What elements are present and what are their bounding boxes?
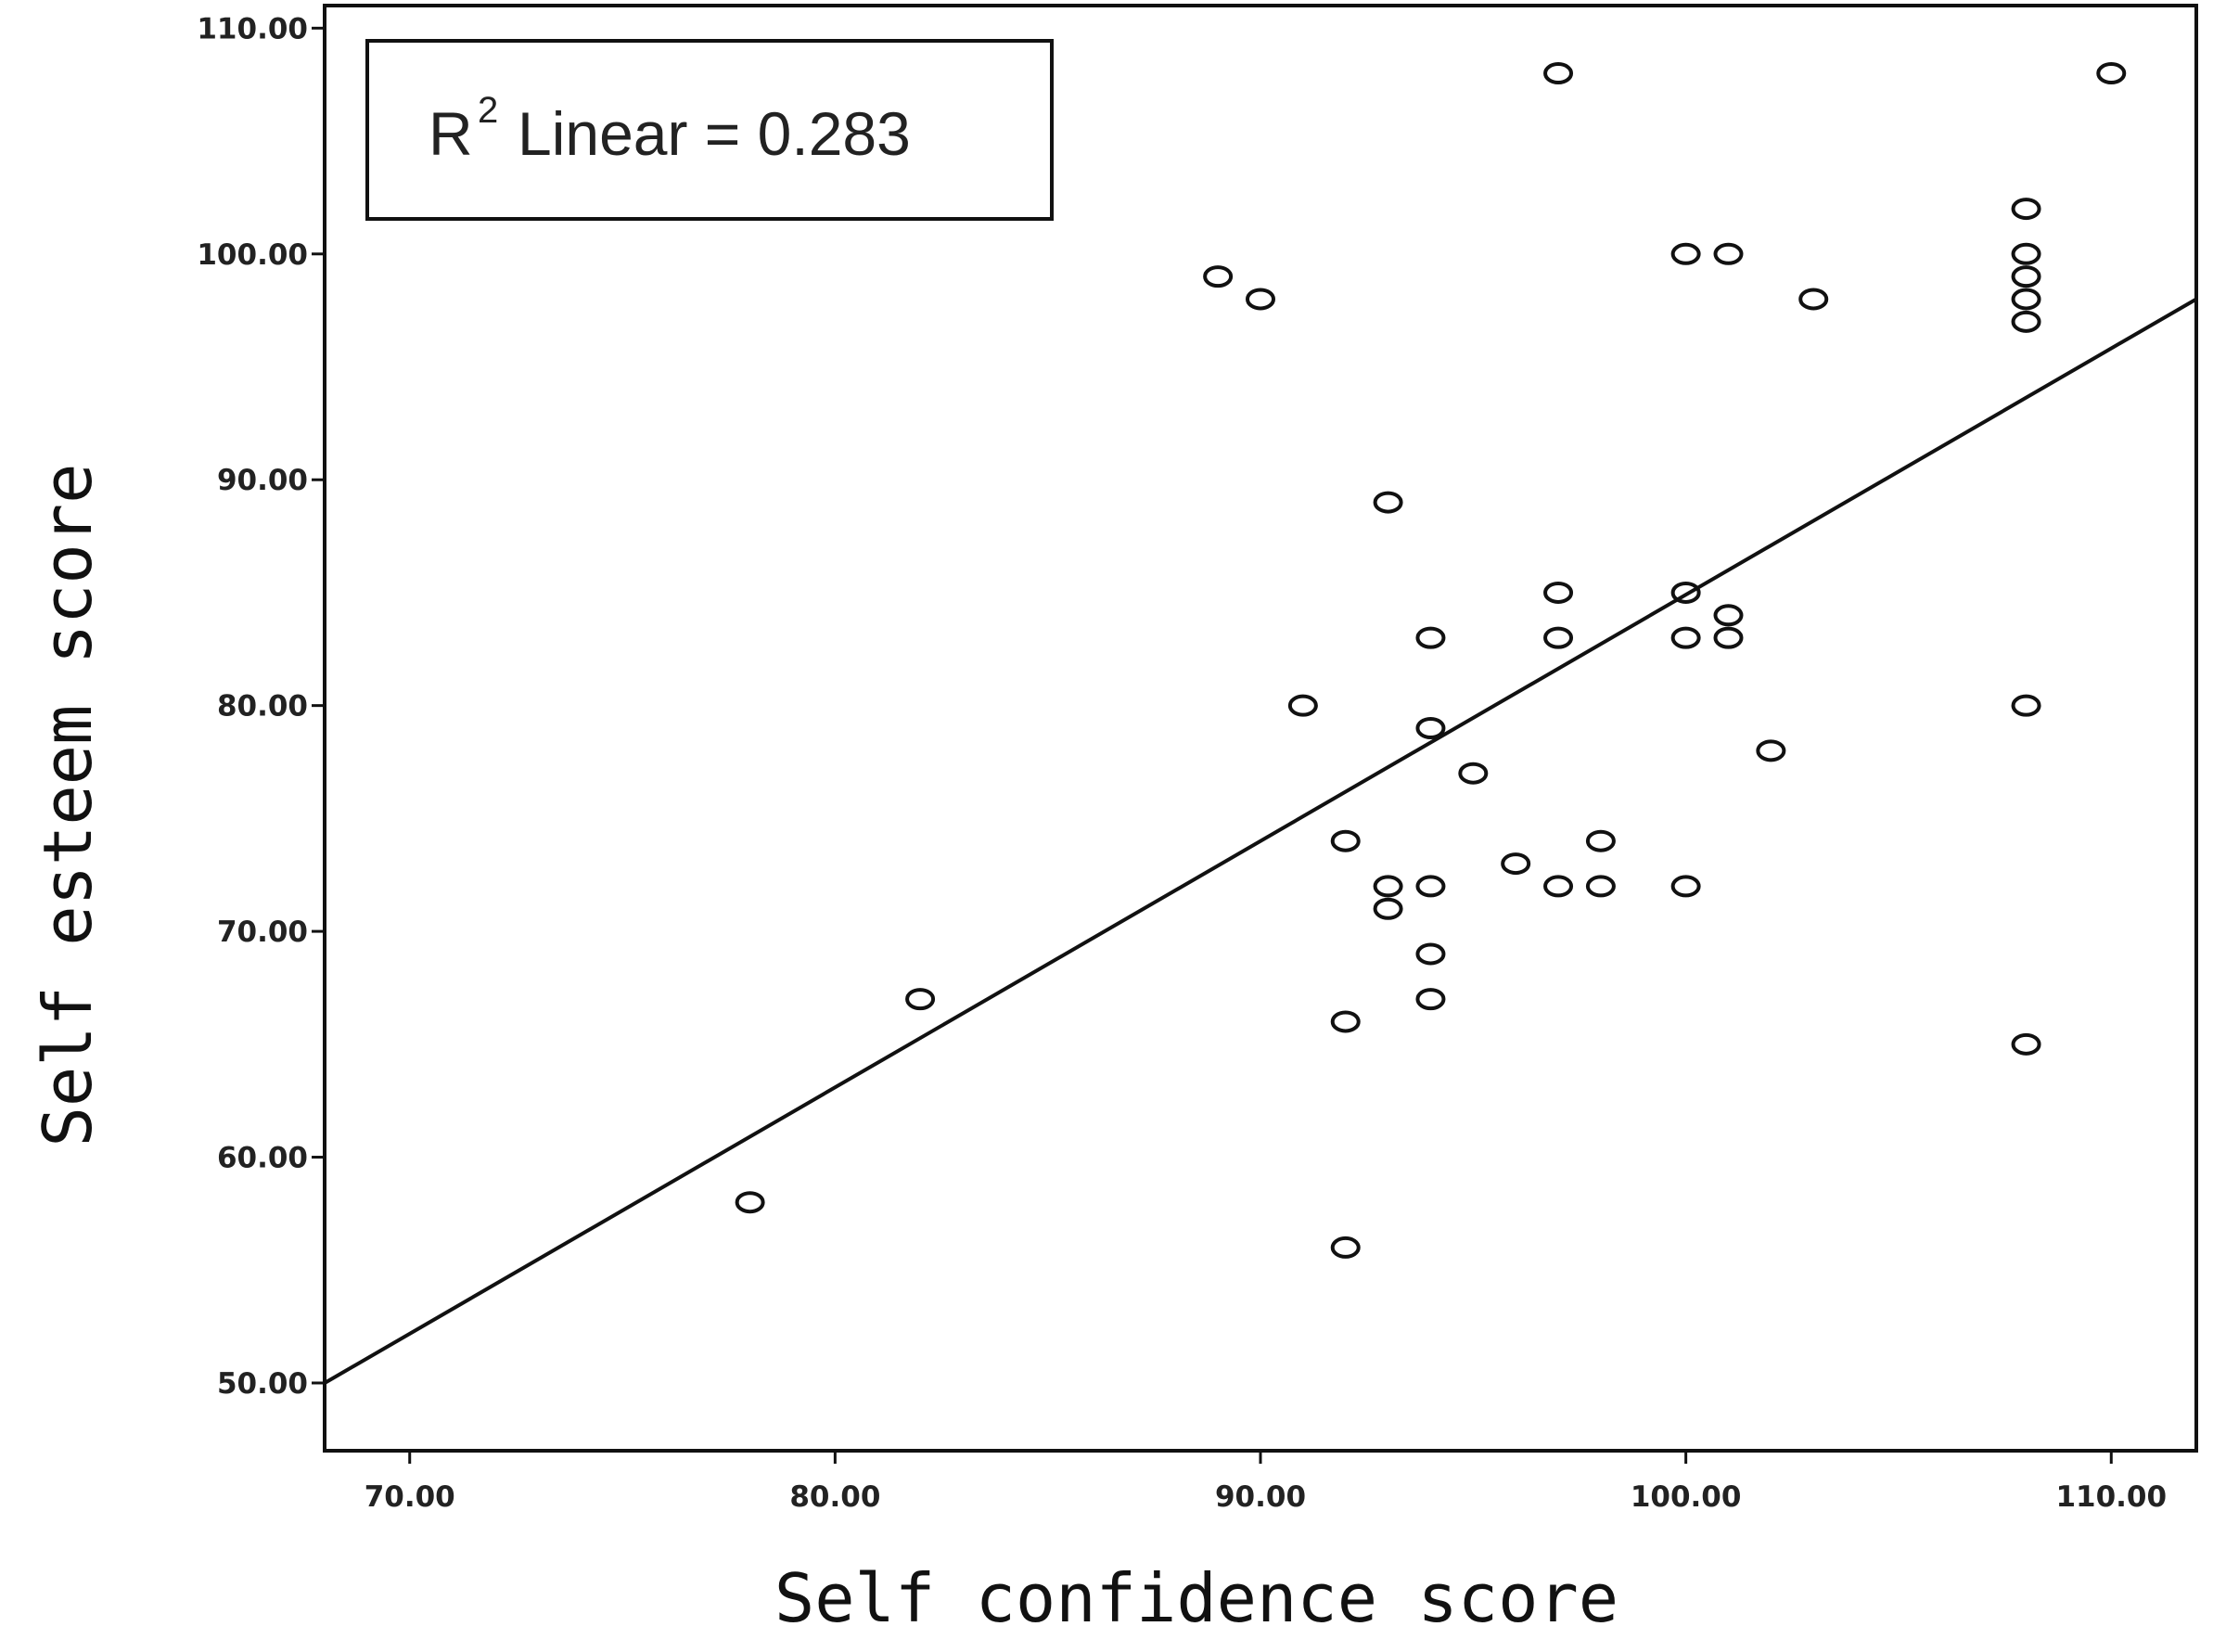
x-tick-label: 70.00 xyxy=(365,1480,455,1514)
y-axis-ticks: 50.00 60.00 70.00 80.00 90.00 100.00 110.00 xyxy=(197,12,325,1401)
scatter-point xyxy=(1713,242,1744,265)
scatter-point xyxy=(1670,242,1701,265)
scatter-point xyxy=(2011,310,2041,333)
y-tick-label: 100.00 xyxy=(197,238,308,272)
linear-fit-line xyxy=(323,297,2198,1385)
scatter-point xyxy=(2011,694,2041,717)
scatter-point xyxy=(1415,875,1446,898)
scatter-point xyxy=(1756,739,1786,762)
y-tick-label: 60.00 xyxy=(217,1142,308,1175)
scatter-point xyxy=(1798,288,1829,311)
scatter-point xyxy=(1543,581,1574,604)
x-axis-ticks: 70.00 80.00 90.00 100.00 110.00 xyxy=(365,1451,2167,1514)
scatter-point xyxy=(1585,875,1616,898)
x-tick-label: 90.00 xyxy=(1215,1480,1306,1514)
scatter-point xyxy=(1330,1236,1361,1259)
scatter-point xyxy=(2011,265,2041,288)
scatter-point xyxy=(1543,62,1574,85)
r-squared-legend: R 2 Linear = 0.283 xyxy=(365,39,1054,221)
y-tick-label: 50.00 xyxy=(217,1367,308,1401)
scatter-point xyxy=(1713,604,1744,627)
legend-box xyxy=(365,39,1054,221)
scatter-point xyxy=(2011,242,2041,265)
y-tick-label: 80.00 xyxy=(217,690,308,724)
scatter-point xyxy=(1713,626,1744,649)
scatter-point xyxy=(905,988,936,1011)
scatter-point xyxy=(1670,626,1701,649)
scatter-point xyxy=(2011,288,2041,311)
scatter-point xyxy=(1330,1010,1361,1033)
scatter-point xyxy=(1543,626,1574,649)
scatter-point xyxy=(1501,852,1531,876)
scatter-point xyxy=(1585,829,1616,852)
y-tick-label: 110.00 xyxy=(197,12,308,45)
scatter-point xyxy=(1415,626,1446,649)
y-axis-title: Self esteem score xyxy=(29,464,107,1147)
data-points xyxy=(735,62,2127,1259)
fit-line-layer xyxy=(323,297,2198,1385)
scatter-point xyxy=(1246,288,1275,311)
x-tick-label: 100.00 xyxy=(1631,1480,1742,1514)
scatter-point xyxy=(1415,942,1446,966)
scatter-point xyxy=(1373,491,1403,514)
scatter-point xyxy=(1330,829,1361,852)
x-tick-label: 110.00 xyxy=(2055,1480,2167,1514)
x-tick-label: 80.00 xyxy=(789,1480,880,1514)
scatter-point xyxy=(2011,1032,2041,1056)
scatter-point xyxy=(2011,198,2041,221)
scatter-point xyxy=(1415,717,1446,739)
scatter-point xyxy=(1415,988,1446,1011)
scatter-point xyxy=(1670,581,1701,604)
scatter-point xyxy=(1373,875,1403,898)
scatter-point xyxy=(1458,762,1489,785)
legend-r-letter: R xyxy=(429,99,473,168)
y-tick-label: 90.00 xyxy=(217,464,308,497)
y-tick-label: 70.00 xyxy=(217,916,308,949)
scatter-point xyxy=(1287,694,1318,717)
plot-frame xyxy=(323,4,2198,1453)
legend-superscript: 2 xyxy=(478,90,498,131)
scatter-point xyxy=(2096,62,2127,85)
scatter-point xyxy=(735,1191,765,1214)
scatter-point xyxy=(1670,875,1701,898)
x-axis-title: Self confidence score xyxy=(774,1559,1618,1637)
scatter-point xyxy=(1543,875,1574,898)
legend-fit-text: Linear = 0.283 xyxy=(518,99,911,168)
scatter-point xyxy=(1203,265,1234,288)
scatter-point xyxy=(1373,897,1403,920)
